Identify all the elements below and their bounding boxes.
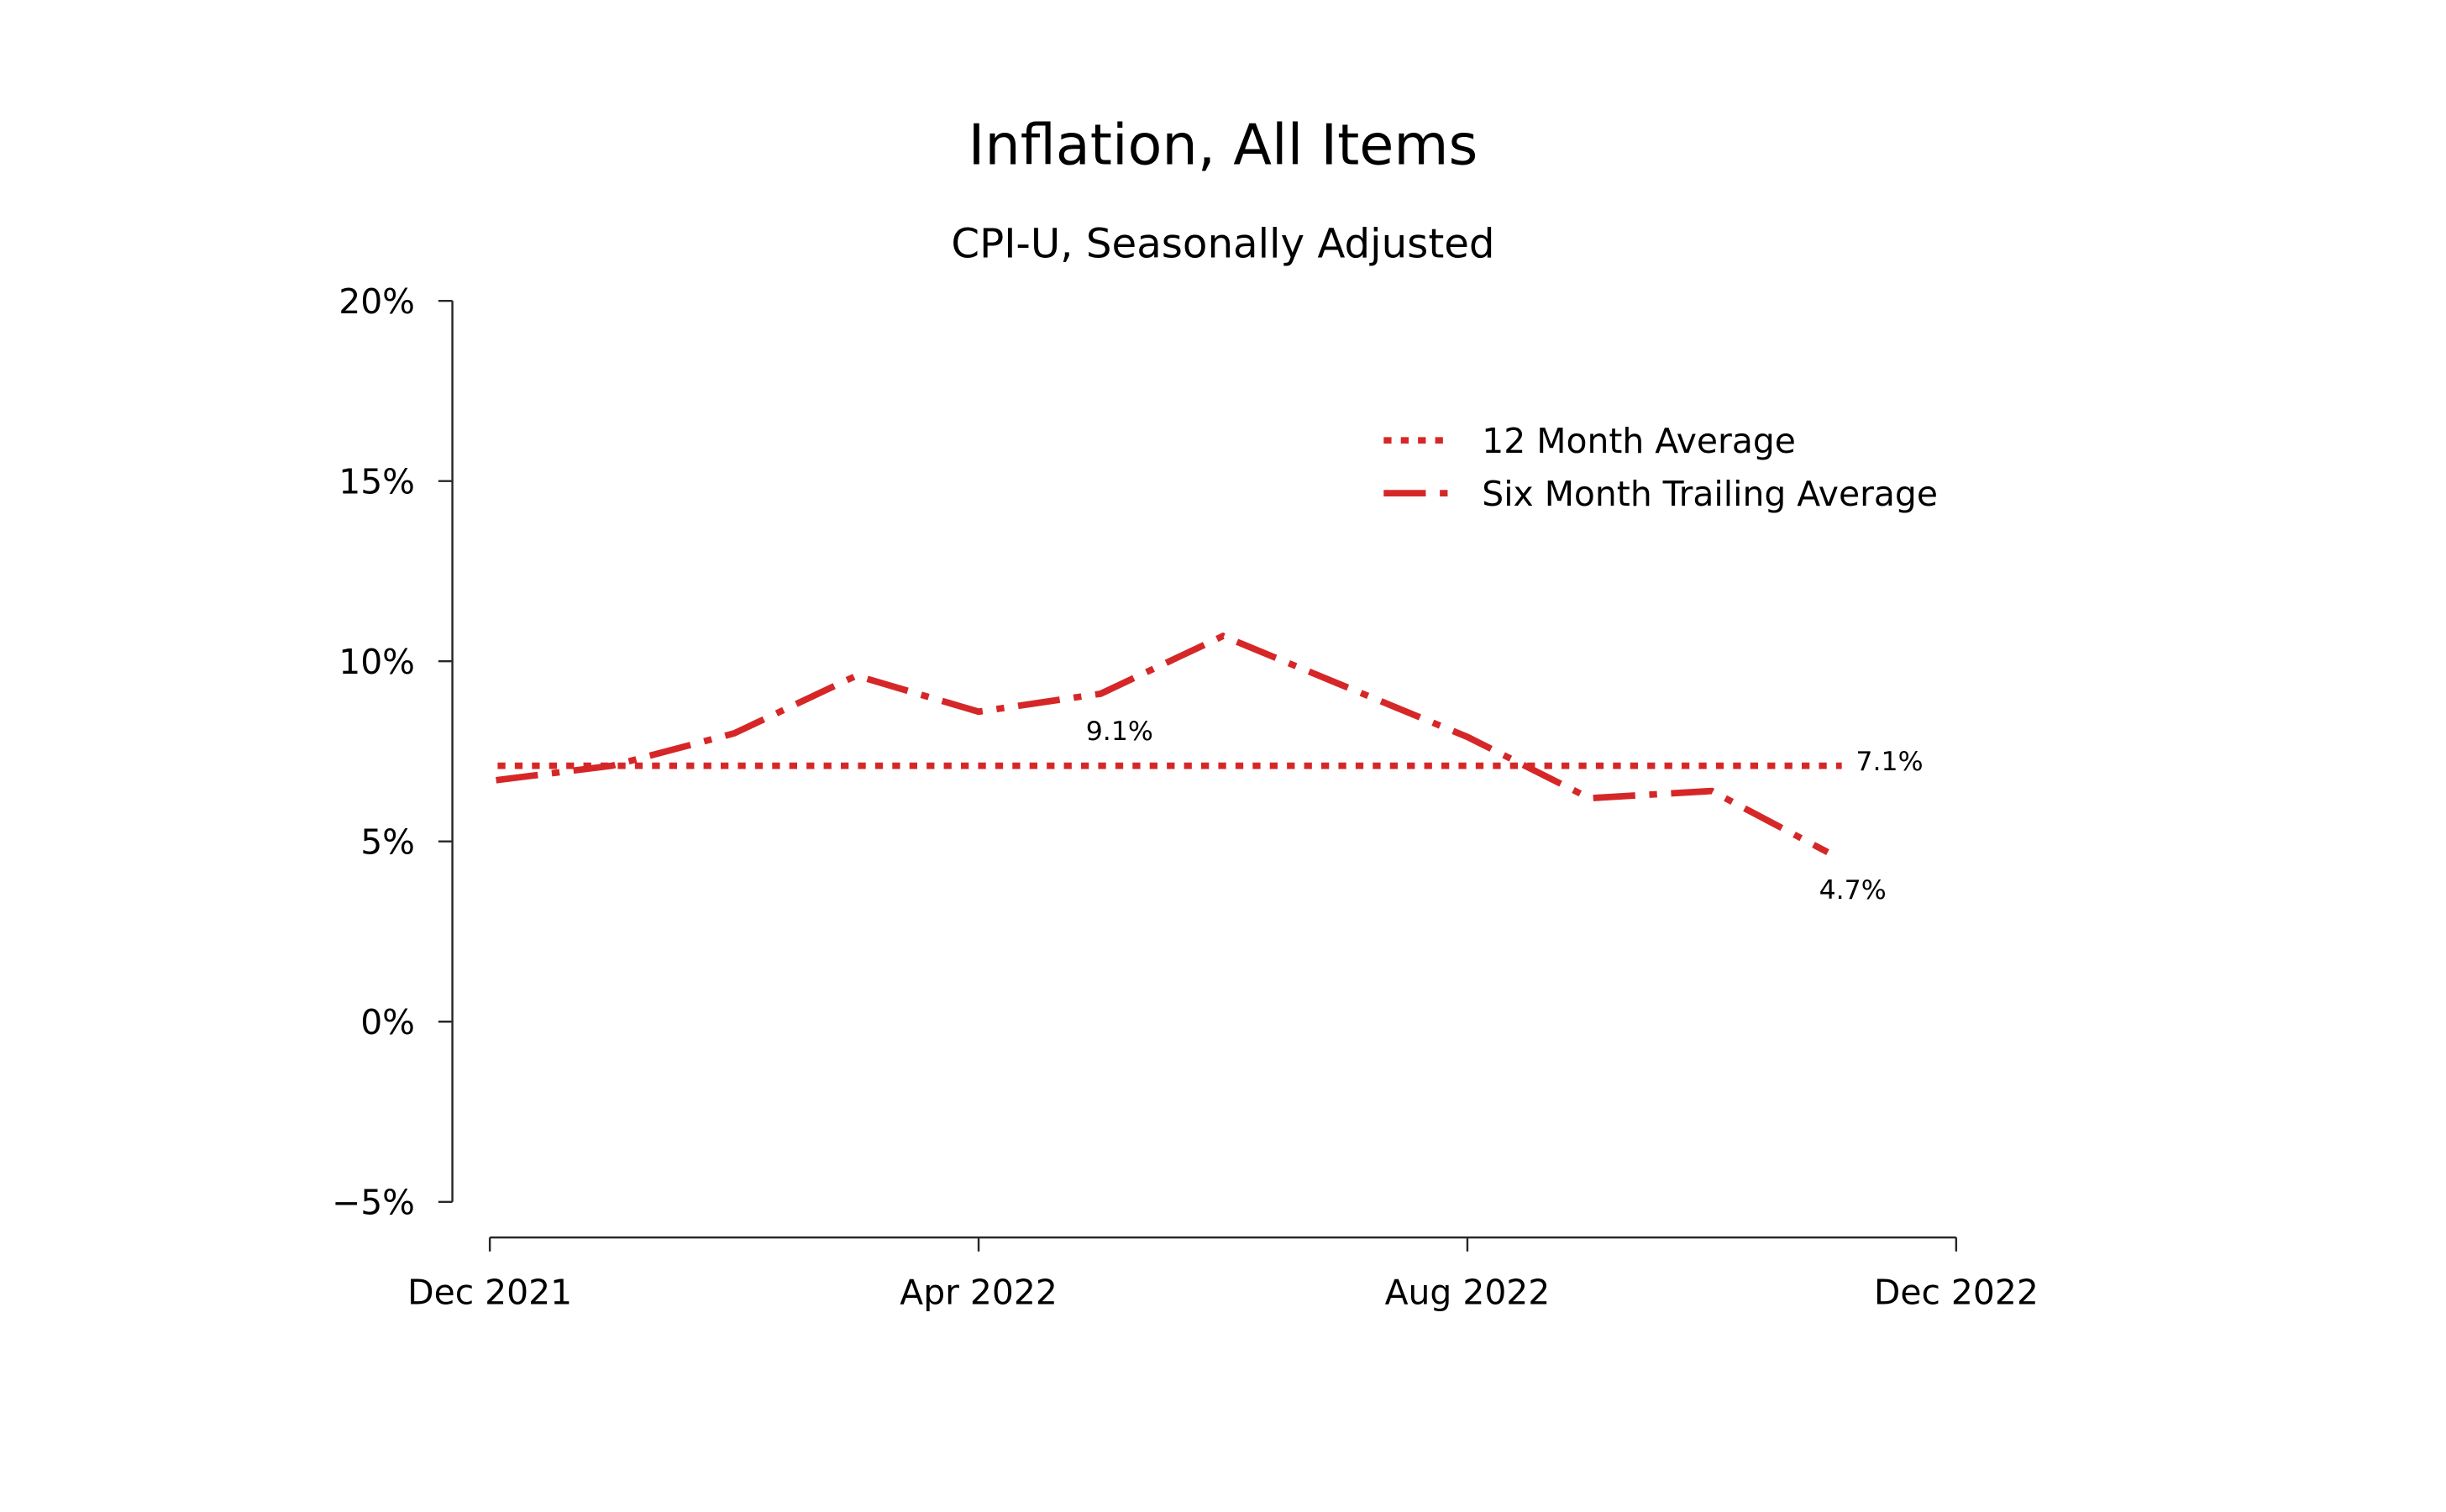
chart-subtitle: CPI-U, Seasonally Adjusted xyxy=(951,221,1494,268)
series-layer xyxy=(496,632,1842,856)
data-label: 4.7% xyxy=(1819,875,1887,906)
y-tick-label: 20% xyxy=(339,281,415,322)
data-label: 9.1% xyxy=(1086,717,1153,747)
x-axis: Dec 2021 Apr 2022 Aug 2022 Dec 2022 xyxy=(407,1236,2039,1313)
x-tick-label: Dec 2021 xyxy=(407,1273,572,1313)
x-tick-label: Apr 2022 xyxy=(900,1273,1058,1313)
annotations: 9.1% 7.1% 4.7% xyxy=(1086,717,1924,906)
y-axis: −5% 0% 5% 10% 15% 20% xyxy=(332,281,454,1223)
data-label: 7.1% xyxy=(1855,747,1923,777)
y-tick-label: 10% xyxy=(339,642,415,682)
legend-label: Six Month Trailing Average xyxy=(1482,474,1938,514)
x-tick-label: Dec 2022 xyxy=(1874,1273,2039,1313)
y-tick-label: 0% xyxy=(360,1002,415,1042)
chart-title: Inflation, All Items xyxy=(968,113,1478,178)
legend-label: 12 Month Average xyxy=(1482,421,1796,461)
y-tick-label: 5% xyxy=(360,822,415,863)
series-line-six-month-trailing-average xyxy=(496,632,1829,856)
y-tick-label: −5% xyxy=(332,1183,415,1223)
y-tick-label: 15% xyxy=(339,462,415,502)
legend: 12 Month Average Six Month Trailing Avera… xyxy=(1383,421,1938,514)
x-tick-label: Aug 2022 xyxy=(1385,1273,1551,1313)
